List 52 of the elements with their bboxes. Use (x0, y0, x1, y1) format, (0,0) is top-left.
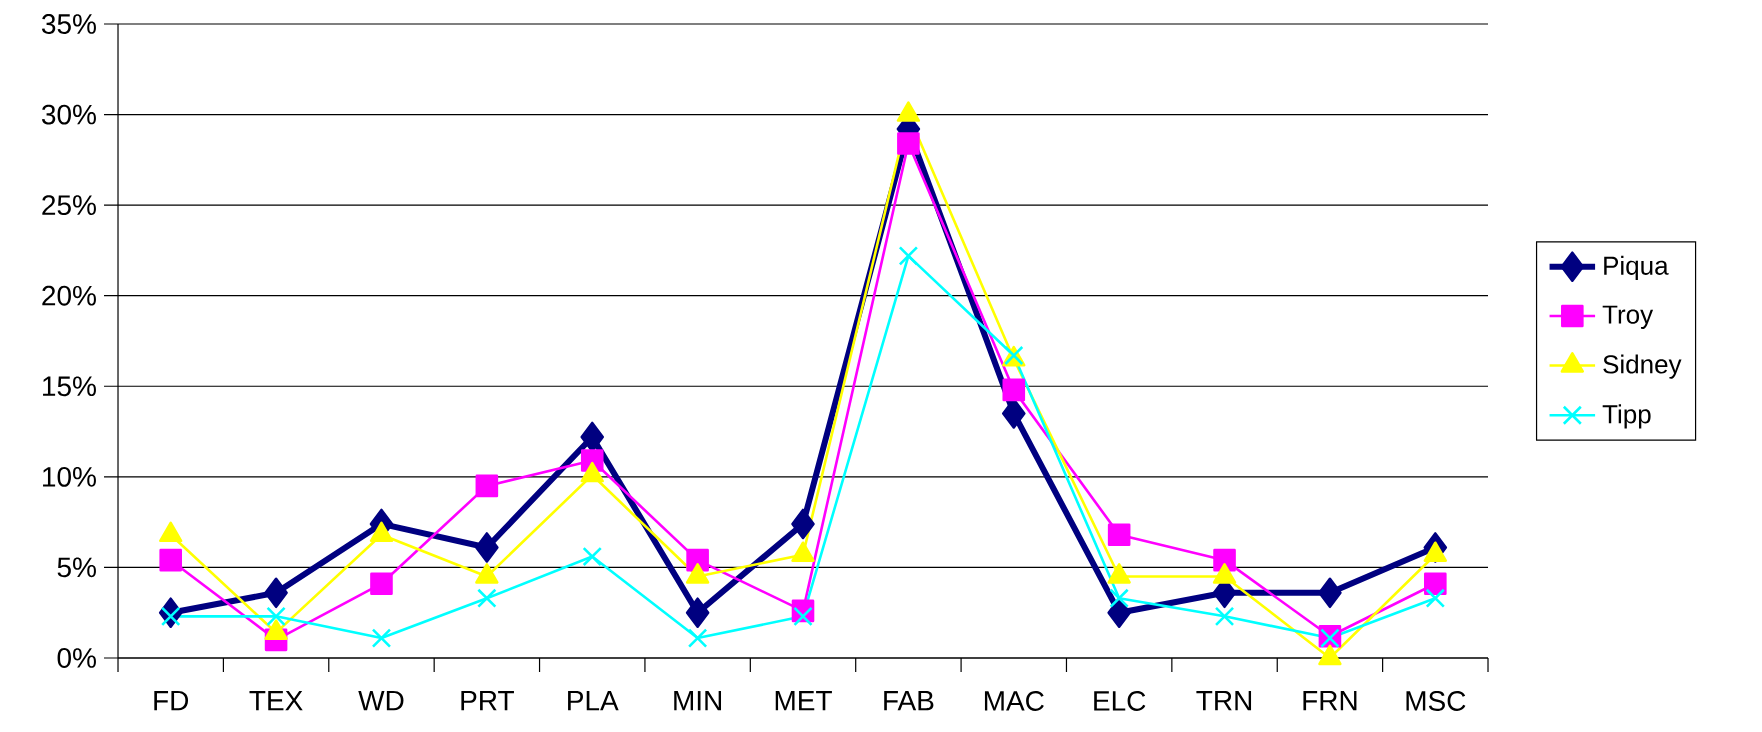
y-tick-label: 5% (57, 557, 96, 578)
x-tick-label: ELC (1094, 691, 1146, 711)
point (264, 577, 288, 609)
point (475, 532, 499, 563)
point (1002, 378, 1026, 402)
x-tick-label: TEX (249, 691, 303, 711)
point (686, 548, 709, 572)
point (1001, 398, 1026, 429)
legend-label: Tipp (1602, 404, 1651, 429)
legend-label: Piqua (1604, 255, 1669, 281)
x-tick-label: FRN (1303, 691, 1357, 711)
y-tick-label: 20% (42, 285, 96, 306)
x-tick-label: MET (775, 691, 832, 711)
legend-label: Sidney (1603, 354, 1682, 379)
x-tick-label: MSC (1406, 691, 1466, 711)
x-tick-label: PRT (461, 691, 514, 711)
x-tick-label: FD (154, 691, 189, 711)
y-tick-label: 25% (42, 195, 96, 216)
y-tick-label: 30% (41, 104, 96, 125)
point (159, 548, 182, 572)
y-tick-label: 0% (57, 648, 96, 668)
x-tick-label: FAB (884, 691, 934, 711)
legend-label: Troy (1602, 305, 1654, 329)
point (1214, 606, 1235, 627)
point (477, 588, 497, 608)
x-tick-label: TRN (1196, 691, 1252, 711)
point (160, 606, 181, 627)
point (1213, 548, 1236, 572)
point (1109, 588, 1129, 608)
y-tick-label: 10% (43, 466, 96, 487)
point (475, 474, 499, 498)
point (1318, 577, 1342, 609)
point (1424, 572, 1447, 596)
point (1107, 523, 1131, 547)
point (1425, 588, 1446, 608)
point (687, 628, 708, 648)
x-tick-label: WD (358, 691, 404, 711)
point (582, 546, 603, 567)
point (370, 572, 393, 596)
x-tick-label: MIN (674, 691, 722, 711)
point (266, 606, 286, 627)
point (685, 597, 710, 628)
point (898, 246, 919, 266)
point (1107, 597, 1131, 628)
point (897, 132, 920, 155)
point (371, 628, 392, 648)
x-tick-label: PLA (568, 691, 619, 711)
y-tick-label: 15% (43, 376, 96, 397)
y-tick-label: 35% (41, 14, 96, 34)
point (791, 508, 815, 540)
point (793, 606, 813, 627)
x-tick-label: MAC (984, 691, 1044, 711)
